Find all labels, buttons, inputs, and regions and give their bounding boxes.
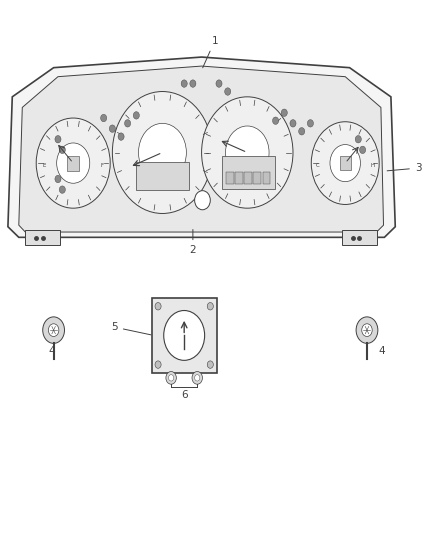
Circle shape [55,175,61,183]
Text: E: E [42,163,46,168]
FancyBboxPatch shape [339,156,351,170]
Circle shape [207,303,213,310]
Circle shape [155,303,161,310]
Circle shape [226,126,269,179]
FancyBboxPatch shape [342,230,377,245]
Circle shape [43,317,64,343]
Circle shape [356,317,378,343]
FancyBboxPatch shape [253,172,261,184]
Circle shape [166,372,177,384]
FancyBboxPatch shape [136,162,188,190]
Circle shape [355,135,361,143]
Circle shape [281,109,287,116]
Circle shape [113,92,212,214]
FancyBboxPatch shape [222,156,275,189]
Circle shape [299,127,305,135]
Circle shape [225,88,231,95]
Circle shape [57,143,90,183]
Circle shape [181,80,187,87]
Circle shape [194,375,200,381]
Text: 1: 1 [203,36,218,68]
Circle shape [201,97,293,208]
Circle shape [362,324,372,336]
Circle shape [330,144,360,182]
FancyBboxPatch shape [226,172,234,184]
Circle shape [55,135,61,143]
Circle shape [59,186,65,193]
Circle shape [36,118,110,208]
Circle shape [133,112,139,119]
FancyBboxPatch shape [25,230,60,245]
FancyBboxPatch shape [262,172,270,184]
Circle shape [190,80,196,87]
Circle shape [290,119,296,127]
Text: C: C [316,163,320,168]
Text: 6: 6 [181,390,187,400]
Circle shape [207,361,213,368]
Text: 5: 5 [111,322,151,335]
Text: H: H [371,163,374,168]
Circle shape [138,123,186,182]
Circle shape [101,114,107,122]
Circle shape [124,119,131,127]
Circle shape [311,122,379,205]
PathPatch shape [8,57,395,237]
Text: 3: 3 [387,163,421,173]
FancyBboxPatch shape [244,172,252,184]
Circle shape [360,146,366,154]
Circle shape [110,125,116,132]
PathPatch shape [19,66,384,232]
FancyBboxPatch shape [67,156,79,171]
Circle shape [59,146,65,154]
Circle shape [48,324,59,336]
Circle shape [118,133,124,140]
Circle shape [164,311,205,360]
Text: F: F [101,163,104,168]
Circle shape [216,80,222,87]
Circle shape [194,191,210,210]
FancyBboxPatch shape [152,298,217,373]
Circle shape [169,375,174,381]
Text: 2: 2 [190,230,196,255]
Circle shape [272,117,279,124]
Circle shape [307,119,314,127]
FancyBboxPatch shape [235,172,243,184]
Text: 4: 4 [379,346,385,357]
Text: 4: 4 [48,346,55,357]
Circle shape [155,361,161,368]
Circle shape [192,372,202,384]
